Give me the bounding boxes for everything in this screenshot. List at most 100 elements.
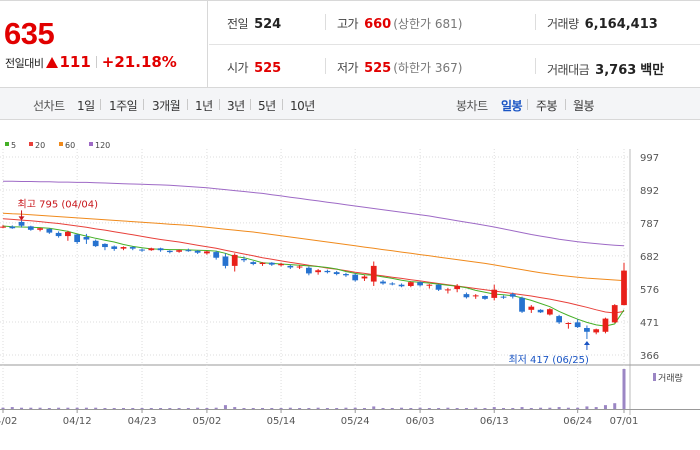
volume-bar [75, 407, 79, 409]
candle-body [519, 297, 525, 312]
period-1d-button[interactable]: 1일 [77, 99, 95, 113]
stat-label: 고가 [337, 17, 359, 31]
candle-body [593, 329, 600, 333]
stat-label: 전일 [227, 17, 249, 31]
volume-bar [427, 408, 431, 409]
volume-bar [362, 408, 366, 409]
volume-bar [233, 407, 237, 409]
legend-swatch [59, 142, 63, 146]
volume-bar [57, 407, 61, 409]
candle-body [380, 281, 386, 284]
candle-body [37, 228, 43, 230]
volume-bar [603, 405, 607, 409]
volume-bar [418, 407, 422, 409]
candle-body [250, 262, 257, 265]
volume-bar [539, 407, 543, 409]
candle-body [46, 228, 53, 233]
chart-grid [0, 149, 700, 415]
ma60-line [2, 212, 625, 282]
volume-bar [613, 403, 617, 409]
toolbar-divider [143, 99, 144, 110]
candle-body [241, 258, 247, 261]
candle-body [621, 270, 627, 306]
volume-bar [566, 407, 570, 409]
volume-bar [94, 407, 98, 409]
stock-chart[interactable]: 5 20 60 120 최고 795 (04/04) 최저 417 (06/25) 99… [0, 121, 700, 450]
volume-bar [474, 407, 478, 409]
high-arrow-icon [18, 216, 25, 221]
volume-bar [177, 408, 181, 409]
candle-body [0, 226, 6, 228]
volume-bar [223, 405, 227, 409]
candle-body [389, 283, 396, 285]
candle-body [574, 322, 581, 328]
x-tick-label: 05/02 [192, 416, 221, 427]
volume-bar [196, 407, 200, 409]
low-arrow-icon [583, 340, 590, 345]
change-divider [95, 56, 97, 68]
period-10y-button[interactable]: 10년 [290, 99, 315, 113]
candle-body [602, 318, 609, 332]
volume-bar [214, 407, 218, 409]
volume-bar [140, 408, 144, 409]
period-1w-button[interactable]: 1주일 [109, 99, 138, 113]
candle-body [407, 282, 414, 286]
period-5y-button[interactable]: 5년 [258, 99, 276, 113]
candle-body [278, 264, 284, 266]
volume-bar [251, 408, 255, 409]
volume-panel: 거래량 [1, 369, 683, 409]
stat-value: 6,164,413 [584, 17, 658, 32]
period-1y-button[interactable]: 1년 [195, 99, 213, 113]
volume-bar [205, 408, 209, 409]
volume-bar [511, 408, 515, 409]
candle-monthly-button[interactable]: 월봉 [573, 99, 595, 113]
volume-bar [353, 407, 357, 409]
candle-body [148, 248, 155, 251]
candle-weekly-button[interactable]: 주봉 [536, 99, 558, 113]
volume-bar [409, 408, 413, 409]
period-3y-button[interactable]: 3년 [227, 99, 245, 113]
volume-bar [288, 407, 292, 409]
period-3m-button[interactable]: 3개월 [152, 99, 181, 113]
volume-bar [261, 408, 265, 409]
candle-body [157, 248, 164, 251]
candle-body [565, 322, 572, 324]
candle-body [352, 274, 359, 281]
chart-canvas[interactable]: 5 20 60 120 최고 795 (04/04) 최저 417 (06/25) 99… [0, 121, 700, 450]
chart-period-toolbar: 선차트 1일 1주일 3개월 1년 3년 5년 10년 봉차트 일봉 주봉 월봉 [0, 88, 700, 120]
stat-volume: 거래량 6,164,413 [547, 15, 658, 32]
candle-body [65, 231, 71, 237]
stats-row-divider [209, 44, 700, 45]
axis-labels: 997 892 787 682 576 471 366 04/02 04/12 04/23 05/0… [0, 153, 659, 427]
stat-unit: 백만 [640, 63, 665, 78]
candle-body [584, 328, 590, 332]
volume-bar [529, 408, 533, 409]
stat-label: 거래량 [547, 17, 579, 31]
volume-bar [325, 408, 329, 409]
volume-bar [381, 408, 385, 409]
candle-daily-button[interactable]: 일봉 [501, 99, 523, 113]
volume-bar [585, 406, 589, 409]
candle-body [204, 251, 210, 254]
stat-label: 시가 [227, 61, 249, 75]
candle-body [231, 254, 238, 266]
volume-bar [548, 407, 552, 409]
x-tick-label: 05/14 [267, 416, 296, 427]
toolbar-divider [282, 99, 283, 110]
candle-body [426, 284, 433, 286]
high-annotation: 최고 795 (04/04) [18, 198, 99, 210]
volume-label: 거래량 [658, 372, 683, 384]
volume-bar [622, 369, 626, 409]
y-tick-label: 682 [640, 252, 659, 263]
volume-bar [29, 407, 33, 409]
x-tick-label: 04/23 [128, 416, 157, 427]
candle-body [55, 232, 62, 237]
candle-body [102, 243, 108, 248]
candle-body [268, 262, 275, 265]
volume-bar [1, 407, 5, 409]
toolbar-divider [565, 99, 566, 110]
legend-label: 120 [95, 141, 110, 150]
candle-body [92, 240, 99, 247]
legend-swatch [89, 142, 93, 146]
x-tick-label: 07/01 [610, 416, 639, 427]
